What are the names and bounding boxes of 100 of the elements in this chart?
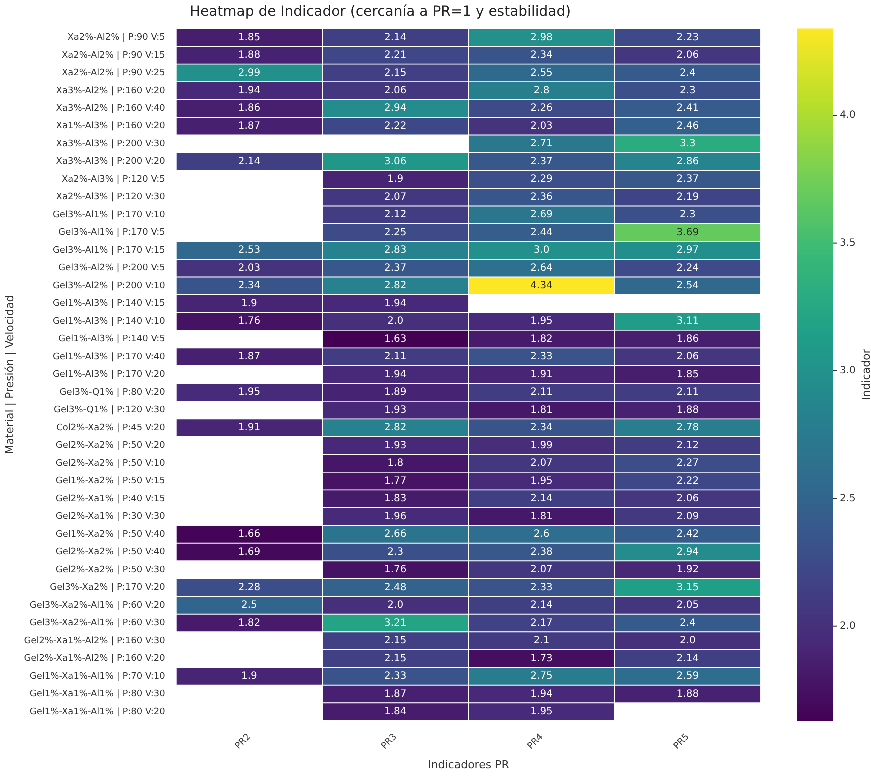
- data-label: 1.91: [530, 369, 553, 380]
- data-label: 2.29: [530, 174, 553, 186]
- data-label: 2.34: [530, 422, 553, 434]
- data-label: 3.11: [676, 316, 700, 328]
- data-label: 2.69: [530, 210, 553, 221]
- data-label: 1.87: [238, 352, 261, 363]
- data-label: 1.82: [238, 618, 261, 629]
- data-label: 2.34: [530, 50, 553, 62]
- color-bar-title: Indicador: [860, 348, 871, 400]
- data-label: 4.34: [530, 280, 553, 292]
- data-label: 2.82: [384, 280, 407, 292]
- x-tick-label: PR3: [380, 732, 400, 752]
- data-label: 2.37: [676, 174, 700, 186]
- data-label: 1.99: [530, 440, 553, 452]
- y-tick-label: Gel1%-Xa1%-Al1% | P:80 V:30: [30, 690, 166, 700]
- data-label: 2.54: [676, 280, 700, 292]
- color-bar-label: 2.5: [840, 493, 856, 504]
- data-label: 2.22: [384, 120, 407, 132]
- data-label: 1.63: [384, 334, 407, 345]
- data-label: 2.38: [530, 546, 553, 558]
- data-label: 2.11: [384, 352, 407, 363]
- data-label: 2.09: [676, 511, 700, 522]
- y-tick-label: Gel1%-Xa1%-Al1% | P:80 V:20: [30, 707, 166, 718]
- data-label: 1.8: [388, 458, 404, 470]
- data-label: 2.33: [384, 671, 407, 682]
- x-tick-label: PR2: [234, 732, 254, 752]
- y-tick-label: Gel1%-Al3% | P:140 V:5: [58, 334, 166, 345]
- data-label: 1.81: [530, 511, 553, 522]
- color-bar-label: 3.0: [840, 366, 856, 377]
- y-tick-label: Xa3%-Al3% | P:200 V:30: [56, 139, 166, 150]
- data-label: 2.06: [676, 352, 700, 363]
- y-tick-label: Xa1%-Al3% | P:160 V:20: [56, 122, 166, 132]
- data-label: 3.0: [534, 245, 550, 256]
- y-tick-label: Gel2%-Xa2% | P:50 V:20: [56, 441, 166, 452]
- data-label: 2.0: [388, 316, 404, 328]
- y-tick-label: Gel1%-Al3% | P:170 V:20: [52, 370, 166, 380]
- y-tick-label: Gel1%-Al3% | P:140 V:15: [52, 299, 166, 310]
- data-label: 1.93: [384, 404, 407, 416]
- data-label: 2.15: [384, 636, 407, 647]
- y-tick-label: Gel3%-Xa2% | P:170 V:20: [50, 583, 166, 594]
- data-label: 1.93: [384, 440, 407, 452]
- data-label: 2.27: [676, 458, 700, 470]
- chart-title: Heatmap de Indicador (cercanía a PR=1 y estabilidad): [190, 4, 572, 20]
- data-label: 2.78: [676, 422, 700, 434]
- data-label: 2.15: [384, 653, 407, 664]
- data-label: 1.66: [238, 529, 261, 540]
- y-tick-label: Gel2%-Xa1%-Al2% | P:160 V:30: [24, 636, 166, 646]
- data-label: 2.07: [530, 564, 553, 576]
- data-label: 1.95: [530, 706, 553, 718]
- data-label: 1.76: [238, 316, 261, 328]
- data-label: 1.86: [676, 334, 700, 345]
- data-label: 2.71: [530, 138, 553, 150]
- data-label: 2.94: [676, 546, 700, 558]
- data-label: 1.94: [238, 86, 261, 96]
- y-axis-title: Material | Presión | Velocidad: [3, 295, 16, 454]
- y-tick-label: Gel2%-Xa1% | P:40 V:15: [56, 494, 166, 504]
- data-label: 2.37: [530, 156, 553, 168]
- data-label: 2.22: [676, 476, 700, 487]
- y-tick-label: Xa3%-Al3% | P:200 V:20: [56, 157, 166, 168]
- data-label: 2.3: [680, 210, 696, 221]
- data-label: 2.0: [680, 636, 696, 647]
- data-label: 2.12: [676, 440, 700, 452]
- y-tick-label: Xa2%-Al2% | P:90 V:25: [62, 68, 166, 79]
- data-label: 2.41: [676, 103, 700, 114]
- data-label: 2.3: [388, 546, 404, 558]
- data-label: 2.05: [676, 600, 700, 612]
- data-label: 2.14: [530, 600, 553, 612]
- data-label: 2.03: [238, 262, 261, 274]
- data-label: 2.97: [676, 245, 700, 256]
- data-label: 3.69: [676, 227, 700, 238]
- data-label: 1.86: [238, 103, 261, 114]
- data-label: 2.75: [530, 671, 553, 682]
- y-tick-label: Xa3%-Al2% | P:160 V:40: [56, 104, 166, 114]
- data-label: 2.37: [384, 262, 407, 274]
- color-bar-label: 2.0: [840, 620, 856, 632]
- data-label: 2.23: [676, 32, 700, 44]
- data-label: 2.4: [680, 68, 696, 79]
- data-label: 1.83: [384, 494, 407, 505]
- data-label: 1.88: [676, 688, 700, 700]
- data-label: 1.77: [384, 476, 407, 487]
- data-label: 1.69: [238, 546, 261, 558]
- data-label: 2.34: [238, 280, 261, 292]
- data-label: 2.11: [530, 387, 553, 398]
- data-label: 1.88: [676, 404, 700, 416]
- y-tick-label: Gel3%-Al1% | P:170 V:15: [52, 246, 166, 256]
- data-label: 2.86: [676, 156, 700, 168]
- data-label: 2.26: [530, 103, 553, 114]
- data-label: 2.53: [238, 245, 261, 256]
- data-label: 3.21: [384, 618, 407, 629]
- data-label: 1.95: [238, 387, 261, 398]
- data-label: 2.44: [530, 227, 553, 238]
- data-label: 3.3: [680, 138, 696, 150]
- y-tick-label: Gel1%-Al3% | P:170 V:40: [52, 352, 166, 362]
- data-label: 2.42: [676, 529, 700, 540]
- data-label: 2.11: [676, 387, 700, 398]
- data-label: 1.88: [238, 50, 261, 62]
- y-tick-label: Gel1%-Xa2% | P:50 V:15: [56, 476, 166, 487]
- data-label: 1.95: [530, 316, 553, 328]
- y-tick-label: Gel2%-Xa2% | P:50 V:40: [56, 548, 166, 558]
- data-label: 2.14: [384, 32, 407, 44]
